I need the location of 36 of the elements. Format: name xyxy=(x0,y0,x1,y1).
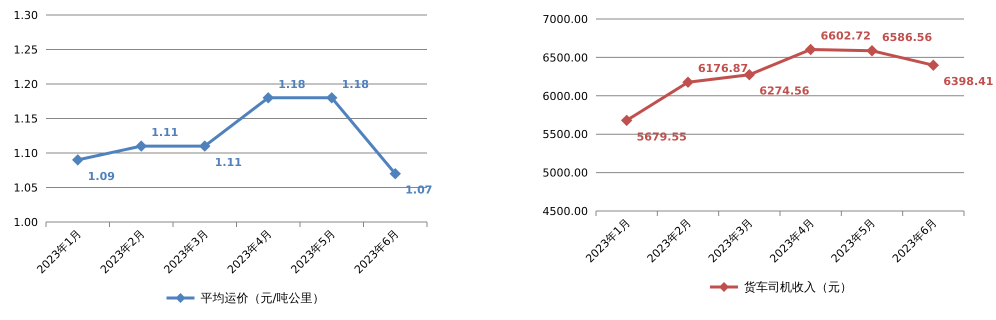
point xyxy=(621,114,632,126)
y-tick-label: 4500.00 xyxy=(542,205,588,218)
point xyxy=(866,45,878,56)
y-tick-label: 6000.00 xyxy=(542,90,588,103)
y-tick-label: 1.15 xyxy=(14,112,38,126)
legend-label: 平均运价（元/吨公里） xyxy=(200,291,325,305)
data-label: 1.09 xyxy=(88,170,115,183)
data-label: 6586.56 xyxy=(882,30,932,44)
point xyxy=(136,140,147,152)
y-tick-label: 1.20 xyxy=(14,78,38,91)
y-tick-label: 5500.00 xyxy=(542,128,588,142)
data-label: 1.07 xyxy=(405,184,432,197)
y-tick-label: 7000.00 xyxy=(542,13,588,26)
point xyxy=(72,154,84,166)
data-label: 5679.55 xyxy=(636,130,687,144)
y-tick-label: 1.30 xyxy=(14,9,38,22)
point xyxy=(805,44,816,56)
data-label: 6274.56 xyxy=(759,84,810,98)
data-label: 6602.72 xyxy=(820,30,871,43)
point xyxy=(682,76,694,88)
point xyxy=(390,168,401,180)
point xyxy=(262,92,274,104)
y-tick-label: 1.25 xyxy=(14,44,38,56)
point xyxy=(326,92,338,104)
data-label: 6398.41 xyxy=(943,75,994,88)
point xyxy=(928,60,939,71)
y-tick-label: 6500.00 xyxy=(542,51,588,64)
data-label: 1.11 xyxy=(214,156,242,170)
data-label: 6176.87 xyxy=(698,62,748,76)
data-label: 1.11 xyxy=(151,126,178,140)
y-tick-label: 1.05 xyxy=(14,182,38,194)
y-tick-label: 5000.00 xyxy=(542,166,588,180)
y-tick-label: 1.00 xyxy=(14,216,38,229)
point xyxy=(199,140,210,152)
y-tick-label: 1.10 xyxy=(14,147,38,160)
legend-label: 货车司机收入（元） xyxy=(744,280,852,294)
